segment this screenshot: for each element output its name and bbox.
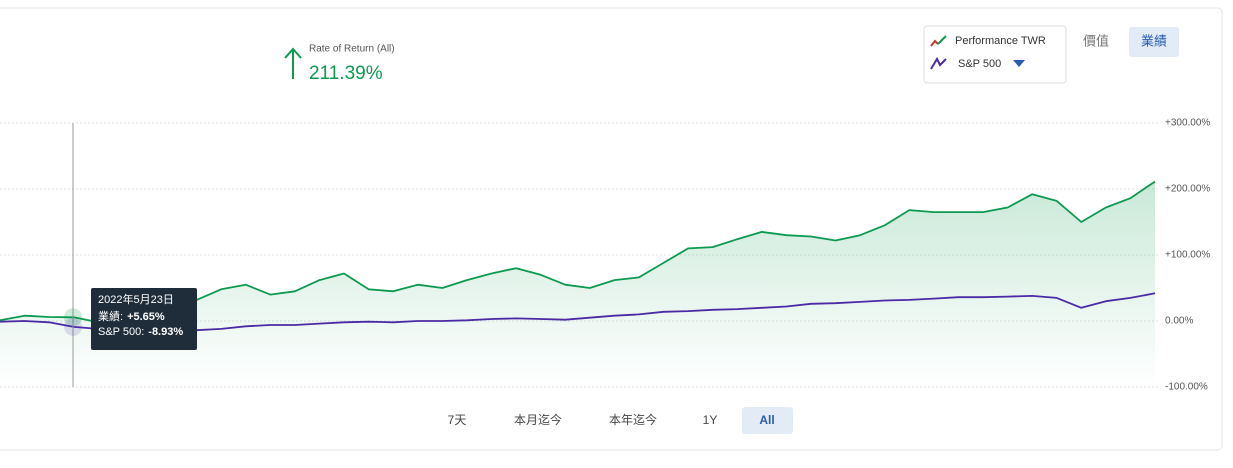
legend-label: S&P 500 [958,58,1001,70]
y-tick-label: +300.00% [1165,118,1210,129]
tooltip-box [91,288,197,350]
up-arrow [284,47,302,79]
legend [923,25,1067,84]
legend-icon [930,39,939,47]
tooltip-label: S&P 500: [98,326,144,338]
range-button[interactable]: 1Y [703,413,718,427]
plot-area: -100.00% 0.00% +100.00% +200.00% +300.00% [0,118,1210,393]
legend-icon [937,35,947,45]
range-button[interactable]: 本月迄今 [514,412,562,427]
toggle-button[interactable]: 業績 [1141,33,1167,48]
tooltip-row: 業績: +5.65% [98,309,165,323]
range-button[interactable]: 7天 [448,413,467,427]
summary-label: Rate of Return (All) [309,44,395,55]
legend-label: Performance TWR [955,35,1046,47]
toggle-button[interactable]: 價值 [1083,33,1109,48]
y-tick-label: +200.00% [1165,184,1210,195]
legend-icon [930,56,947,70]
range-button[interactable]: 本年迄今 [609,412,657,427]
tooltip-value: +5.65% [127,311,165,323]
y-tick-label: +100.00% [1165,250,1210,261]
tooltip-row: S&P 500: -8.93% [98,326,183,338]
hover-halo [64,317,82,336]
y-tick-label: 0.00% [1165,316,1193,327]
range-active-bg[interactable] [742,407,793,434]
tooltip-value: -8.93% [148,326,183,338]
toggle-active-bg[interactable] [1129,27,1179,57]
tooltip-date: 2022年5月23日 [98,292,174,306]
range-button[interactable]: All [759,413,774,427]
dropdown-icon[interactable] [1013,60,1025,67]
hover-halo [64,308,82,327]
legend-items: Performance TWR S&P 500 [930,35,1046,70]
summary-value: 211.39% [309,63,383,84]
y-tick-label: -100.00% [1165,382,1208,393]
tooltip-label: 業績: [98,309,123,323]
